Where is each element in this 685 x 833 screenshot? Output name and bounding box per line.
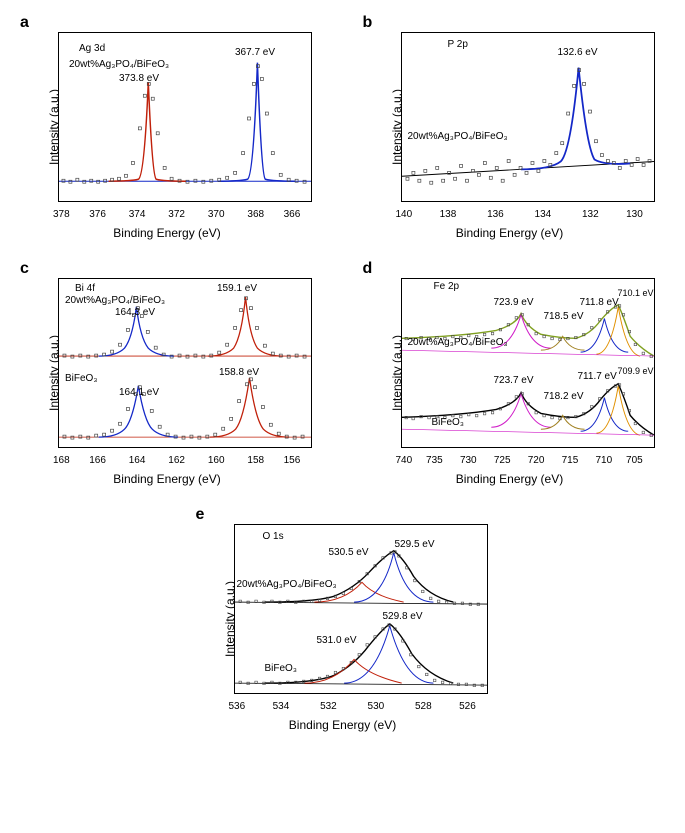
chart-svg-b — [402, 33, 654, 201]
panel-letter: b — [363, 14, 373, 32]
peak-label-a2: 367.7 eV — [235, 47, 275, 58]
peak-e-l1: 531.0 eV — [317, 635, 357, 646]
sample-lower: BiFeO₃ — [65, 373, 97, 384]
x-ticks-b: 140 138 136 134 132 130 — [401, 209, 655, 220]
x-axis-label: Binding Energy (eV) — [113, 472, 220, 486]
peak-e-u2: 529.5 eV — [395, 539, 435, 550]
peak-e-u1: 530.5 eV — [329, 547, 369, 558]
peak-c-u2: 159.1 eV — [217, 283, 257, 294]
figure-grid: a Intensity (a.u.) Ag 3d — [12, 12, 673, 734]
plot-area-c: Bi 4f 20wt%Ag₃PO₄/BiFeO₃ 164.3 eV 159.1 … — [58, 278, 312, 448]
sample-upper: 20wt%Ag₃PO₄/BiFeO₃ — [408, 337, 508, 348]
sample-lower: BiFeO₃ — [265, 663, 297, 674]
panel-b: b Intensity (a.u.) P 2p 20wt%Ag₃PO₄/BiFe… — [355, 12, 665, 242]
x-ticks-d: 740 735 730 725 720 715 710 705 — [401, 455, 655, 466]
peak-d-l3: 711.7 eV — [578, 371, 617, 382]
x-ticks-a: 378 376 374 372 370 368 366 — [58, 209, 312, 220]
panel-title: O 1s — [263, 531, 284, 542]
panel-d: d Intensity (a.u.) — [355, 258, 665, 488]
peak-c-l1: 164.1 eV — [119, 387, 159, 398]
x-ticks-e: 536 534 532 530 528 526 — [234, 701, 488, 712]
panel-title: Ag 3d — [79, 43, 105, 54]
sample-label: 20wt%Ag₃PO₄/BiFeO₃ — [69, 59, 169, 70]
sample-upper: 20wt%Ag₃PO₄/BiFeO₃ — [65, 295, 165, 306]
peak-d-l4: 709.9 eV — [618, 367, 654, 377]
peak-label-a1: 373.8 eV — [119, 73, 159, 84]
panel-letter: d — [363, 260, 373, 278]
sample-label: 20wt%Ag₃PO₄/BiFeO₃ — [408, 131, 508, 142]
panel-e: e Intensity (a.u.) — [188, 504, 498, 734]
peak-d-u4: 710.1 eV — [618, 289, 654, 299]
x-axis-label: Binding Energy (eV) — [289, 718, 396, 732]
plot-area-a: Ag 3d 20wt%Ag₃PO₄/BiFeO₃ 373.8 eV 367.7 … — [58, 32, 312, 202]
panel-title: P 2p — [448, 39, 468, 50]
panel-title: Bi 4f — [75, 283, 95, 294]
peak-d-u2: 718.5 eV — [544, 311, 584, 322]
peak-d-u3: 711.8 eV — [580, 297, 619, 308]
x-axis-label: Binding Energy (eV) — [456, 472, 563, 486]
sample-lower: BiFeO₃ — [432, 417, 464, 428]
plot-area-e: O 1s 530.5 eV 529.5 eV 20wt%Ag₃PO₄/BiFeO… — [234, 524, 488, 694]
x-ticks-c: 168 166 164 162 160 158 156 — [58, 455, 312, 466]
panel-letter: c — [20, 260, 29, 278]
panel-c: c Intensity (a.u.) — [12, 258, 322, 488]
x-axis-label: Binding Energy (eV) — [113, 226, 220, 240]
panel-a: a Intensity (a.u.) Ag 3d — [12, 12, 322, 242]
panel-letter: e — [196, 506, 205, 524]
peak-c-u1: 164.3 eV — [115, 307, 155, 318]
peak-d-l1: 723.7 eV — [494, 375, 534, 386]
peak-e-l2: 529.8 eV — [383, 611, 423, 622]
peak-label-b1: 132.6 eV — [558, 47, 598, 58]
plot-area-d: Fe 2p 723.9 eV 718.5 eV 711.8 eV 710.1 e… — [401, 278, 655, 448]
peak-d-u1: 723.9 eV — [494, 297, 534, 308]
peak-d-l2: 718.2 eV — [544, 391, 584, 402]
plot-area-b: P 2p 20wt%Ag₃PO₄/BiFeO₃ 132.6 eV — [401, 32, 655, 202]
sample-upper: 20wt%Ag₃PO₄/BiFeO₃ — [237, 579, 337, 590]
peak-c-l2: 158.8 eV — [219, 367, 259, 378]
panel-letter: a — [20, 14, 29, 32]
x-axis-label: Binding Energy (eV) — [456, 226, 563, 240]
panel-title: Fe 2p — [434, 281, 460, 292]
